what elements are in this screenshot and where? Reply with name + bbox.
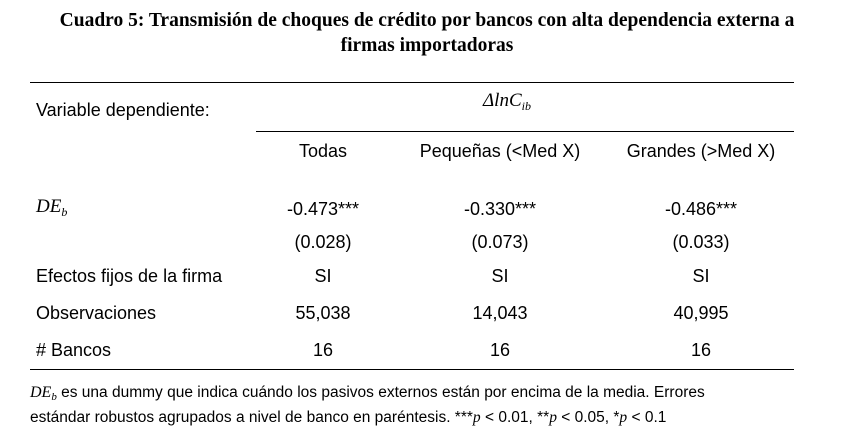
top-rule: [30, 82, 794, 83]
dependent-variable-symbol: ΔlnCib: [483, 90, 531, 113]
observations-pequenas: 14,043: [472, 303, 528, 323]
column-header-grandes: Grandes (>Med X): [626, 141, 776, 161]
title-line-2: firmas importadoras: [340, 35, 514, 56]
table-note-line-1: DEb es una dummy que indica cuándo los p…: [30, 384, 705, 403]
observations-label: Observaciones: [36, 303, 157, 323]
banks-label: # Bancos: [36, 340, 112, 360]
dependent-variable-underline: [256, 131, 794, 132]
fixed-effects-label: Efectos fijos de la firma: [36, 266, 223, 286]
banks-grandes: 16: [690, 340, 712, 360]
title-line-1: Cuadro 5: Transmisión de choques de créd…: [59, 10, 795, 31]
fixed-effects-todas: SI: [314, 266, 332, 286]
bottom-rule: [30, 369, 794, 370]
de-coefficient-pequenas: -0.330***: [463, 199, 537, 219]
banks-todas: 16: [312, 340, 334, 360]
de-std-error-todas: (0.028): [294, 232, 352, 252]
de-coefficient-grandes: -0.486***: [664, 199, 738, 219]
de-std-error-pequenas: (0.073): [471, 232, 529, 252]
note-variable: DEb: [30, 384, 57, 403]
de-row-label: DEb: [36, 196, 68, 219]
de-coefficient-todas: -0.473***: [286, 199, 360, 219]
dependent-variable-label: Variable dependiente:: [36, 100, 210, 120]
observations-grandes: 40,995: [673, 303, 729, 323]
table-note-line-2: estándar robustos agrupados a nivel de b…: [30, 409, 667, 426]
column-header-pequenas: Pequeñas (<Med X): [419, 141, 581, 161]
banks-pequenas: 16: [489, 340, 511, 360]
observations-todas: 55,038: [295, 303, 351, 323]
de-std-error-grandes: (0.033): [672, 232, 730, 252]
fixed-effects-pequenas: SI: [491, 266, 509, 286]
fixed-effects-grandes: SI: [692, 266, 710, 286]
table-title: Cuadro 5: Transmisión de choques de créd…: [0, 8, 854, 58]
column-header-todas: Todas: [298, 141, 348, 161]
